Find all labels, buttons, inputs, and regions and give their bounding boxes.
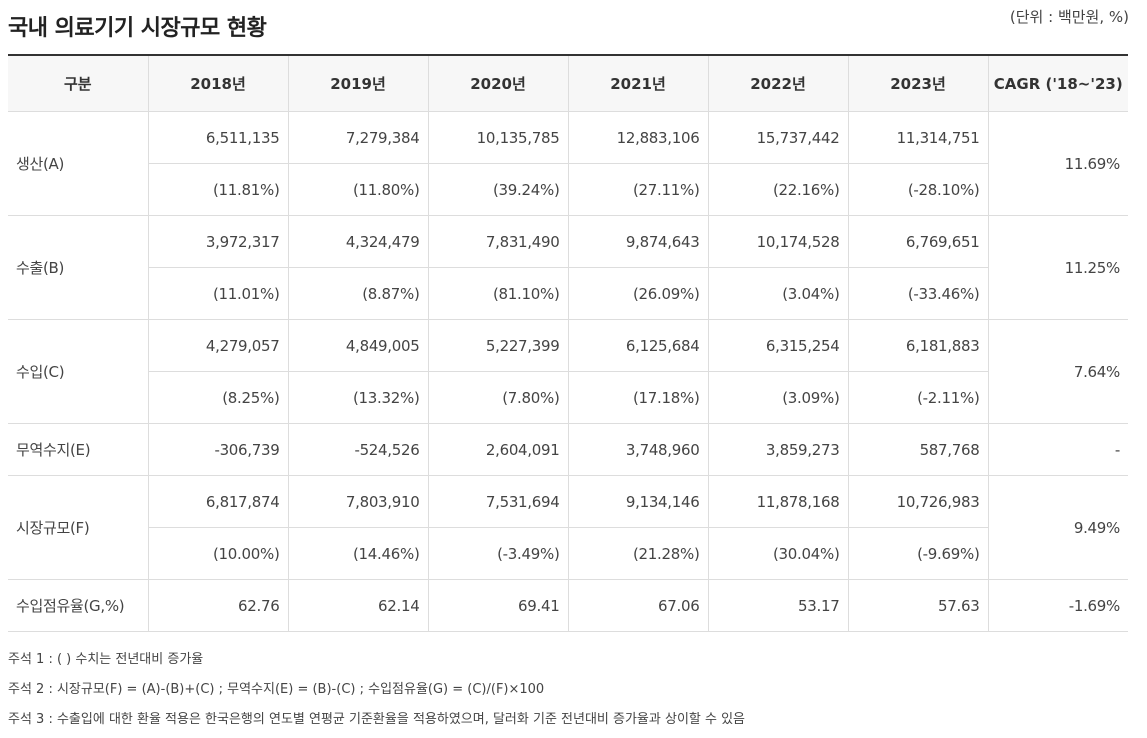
- row-label: 무역수지(E): [8, 423, 148, 476]
- value-cell: 9,134,146: [567, 475, 708, 528]
- header-2021: 2021년: [567, 55, 708, 112]
- value-cell: 587,768: [847, 423, 988, 476]
- footnote-1: 주석 1 : ( ) 수치는 전년대비 증가율: [8, 652, 204, 667]
- value-cell: 7,831,490: [427, 215, 568, 268]
- value-cell: 69.41: [427, 579, 568, 632]
- table-row-trade-balance: 무역수지(E) -306,739 -524,526 2,604,091 3,74…: [8, 423, 1128, 476]
- growth-cell: (39.24%): [427, 163, 568, 216]
- value-cell: 6,511,135: [147, 111, 288, 164]
- row-label: 시장규모(F): [8, 475, 148, 580]
- value-cell: 10,726,983: [847, 475, 988, 528]
- table-row-import-growth: (8.25%) (13.32%) (7.80%) (17.18%) (3.09%…: [8, 371, 1128, 424]
- value-cell: 4,324,479: [287, 215, 428, 268]
- value-cell: 7,531,694: [427, 475, 568, 528]
- value-cell: 2,604,091: [427, 423, 568, 476]
- row-label: 수출(B): [8, 215, 148, 320]
- growth-cell: (3.09%): [707, 371, 848, 424]
- value-cell: 4,279,057: [147, 319, 288, 372]
- page-title: 국내 의료기기 시장규모 현황: [8, 16, 267, 41]
- cagr-cell: -1.69%: [987, 579, 1128, 632]
- value-cell: 62.14: [287, 579, 428, 632]
- value-cell: -524,526: [287, 423, 428, 476]
- value-cell: 67.06: [567, 579, 708, 632]
- value-cell: -306,739: [147, 423, 288, 476]
- table-header-row: 구분 2018년 2019년 2020년 2021년 2022년 2023년 C…: [8, 55, 1128, 112]
- growth-cell: (8.87%): [287, 267, 428, 320]
- header-2022: 2022년: [707, 55, 848, 112]
- growth-cell: (27.11%): [567, 163, 708, 216]
- header-category: 구분: [8, 55, 148, 112]
- growth-cell: (3.04%): [707, 267, 848, 320]
- header-2019: 2019년: [287, 55, 428, 112]
- value-cell: 10,135,785: [427, 111, 568, 164]
- value-cell: 6,125,684: [567, 319, 708, 372]
- growth-cell: (-3.49%): [427, 527, 568, 580]
- footnote-3: 주석 3 : 수출입에 대한 환율 적용은 한국은행의 연도별 연평균 기준환율…: [8, 712, 746, 727]
- value-cell: 3,972,317: [147, 215, 288, 268]
- row-label: 수입점유율(G,%): [8, 579, 148, 632]
- growth-cell: (-2.11%): [847, 371, 988, 424]
- growth-cell: (13.32%): [287, 371, 428, 424]
- table-row-production: 생산(A) 6,511,135 7,279,384 10,135,785 12,…: [8, 111, 1128, 216]
- row-label: 수입(C): [8, 319, 148, 424]
- header-cagr: CAGR ('18~'23): [987, 55, 1128, 112]
- growth-cell: (11.80%): [287, 163, 428, 216]
- value-cell: 53.17: [707, 579, 848, 632]
- value-cell: 10,174,528: [707, 215, 848, 268]
- value-cell: 62.76: [147, 579, 288, 632]
- growth-cell: (81.10%): [427, 267, 568, 320]
- growth-cell: (-28.10%): [847, 163, 988, 216]
- table-row-production-growth: (11.81%) (11.80%) (39.24%) (27.11%) (22.…: [8, 163, 1128, 216]
- value-cell: 3,859,273: [707, 423, 848, 476]
- growth-cell: (21.28%): [567, 527, 708, 580]
- value-cell: 12,883,106: [567, 111, 708, 164]
- value-cell: 6,817,874: [147, 475, 288, 528]
- growth-cell: (14.46%): [287, 527, 428, 580]
- value-cell: 7,279,384: [287, 111, 428, 164]
- cagr-cell: 7.64%: [987, 319, 1128, 424]
- header-2023: 2023년: [847, 55, 988, 112]
- footnote-2: 주석 2 : 시장규모(F) = (A)-(B)+(C) ; 무역수지(E) =…: [8, 682, 545, 697]
- row-label: 생산(A): [8, 111, 148, 216]
- table-row-market-size-growth: (10.00%) (14.46%) (-3.49%) (21.28%) (30.…: [8, 527, 1128, 580]
- value-cell: 11,314,751: [847, 111, 988, 164]
- growth-cell: (11.81%): [147, 163, 288, 216]
- cagr-cell: -: [987, 423, 1128, 476]
- cagr-cell: 11.25%: [987, 215, 1128, 320]
- growth-cell: (-33.46%): [847, 267, 988, 320]
- cagr-cell: 9.49%: [987, 475, 1128, 580]
- growth-cell: (11.01%): [147, 267, 288, 320]
- value-cell: 57.63: [847, 579, 988, 632]
- table-row-import-share: 수입점유율(G,%) 62.76 62.14 69.41 67.06 53.17…: [8, 579, 1128, 632]
- table-row-import: 수입(C) 4,279,057 4,849,005 5,227,399 6,12…: [8, 319, 1128, 424]
- growth-cell: (22.16%): [707, 163, 848, 216]
- value-cell: 6,181,883: [847, 319, 988, 372]
- value-cell: 15,737,442: [707, 111, 848, 164]
- value-cell: 11,878,168: [707, 475, 848, 528]
- value-cell: 9,874,643: [567, 215, 708, 268]
- table-row-export: 수출(B) 3,972,317 4,324,479 7,831,490 9,87…: [8, 215, 1128, 320]
- market-size-table: 구분 2018년 2019년 2020년 2021년 2022년 2023년 C…: [8, 54, 1128, 632]
- value-cell: 6,769,651: [847, 215, 988, 268]
- table-row-market-size: 시장규모(F) 6,817,874 7,803,910 7,531,694 9,…: [8, 475, 1128, 580]
- table-row-export-growth: (11.01%) (8.87%) (81.10%) (26.09%) (3.04…: [8, 267, 1128, 320]
- growth-cell: (26.09%): [567, 267, 708, 320]
- value-cell: 5,227,399: [427, 319, 568, 372]
- unit-label: (단위 : 백만원, %): [1009, 8, 1129, 26]
- growth-cell: (17.18%): [567, 371, 708, 424]
- growth-cell: (-9.69%): [847, 527, 988, 580]
- value-cell: 6,315,254: [707, 319, 848, 372]
- cagr-cell: 11.69%: [987, 111, 1128, 216]
- footnotes: 주석 1 : ( ) 수치는 전년대비 증가율 주석 2 : 시장규모(F) =…: [8, 648, 745, 738]
- header-2018: 2018년: [147, 55, 288, 112]
- growth-cell: (7.80%): [427, 371, 568, 424]
- growth-cell: (30.04%): [707, 527, 848, 580]
- growth-cell: (8.25%): [147, 371, 288, 424]
- value-cell: 4,849,005: [287, 319, 428, 372]
- growth-cell: (10.00%): [147, 527, 288, 580]
- value-cell: 3,748,960: [567, 423, 708, 476]
- header-2020: 2020년: [427, 55, 568, 112]
- value-cell: 7,803,910: [287, 475, 428, 528]
